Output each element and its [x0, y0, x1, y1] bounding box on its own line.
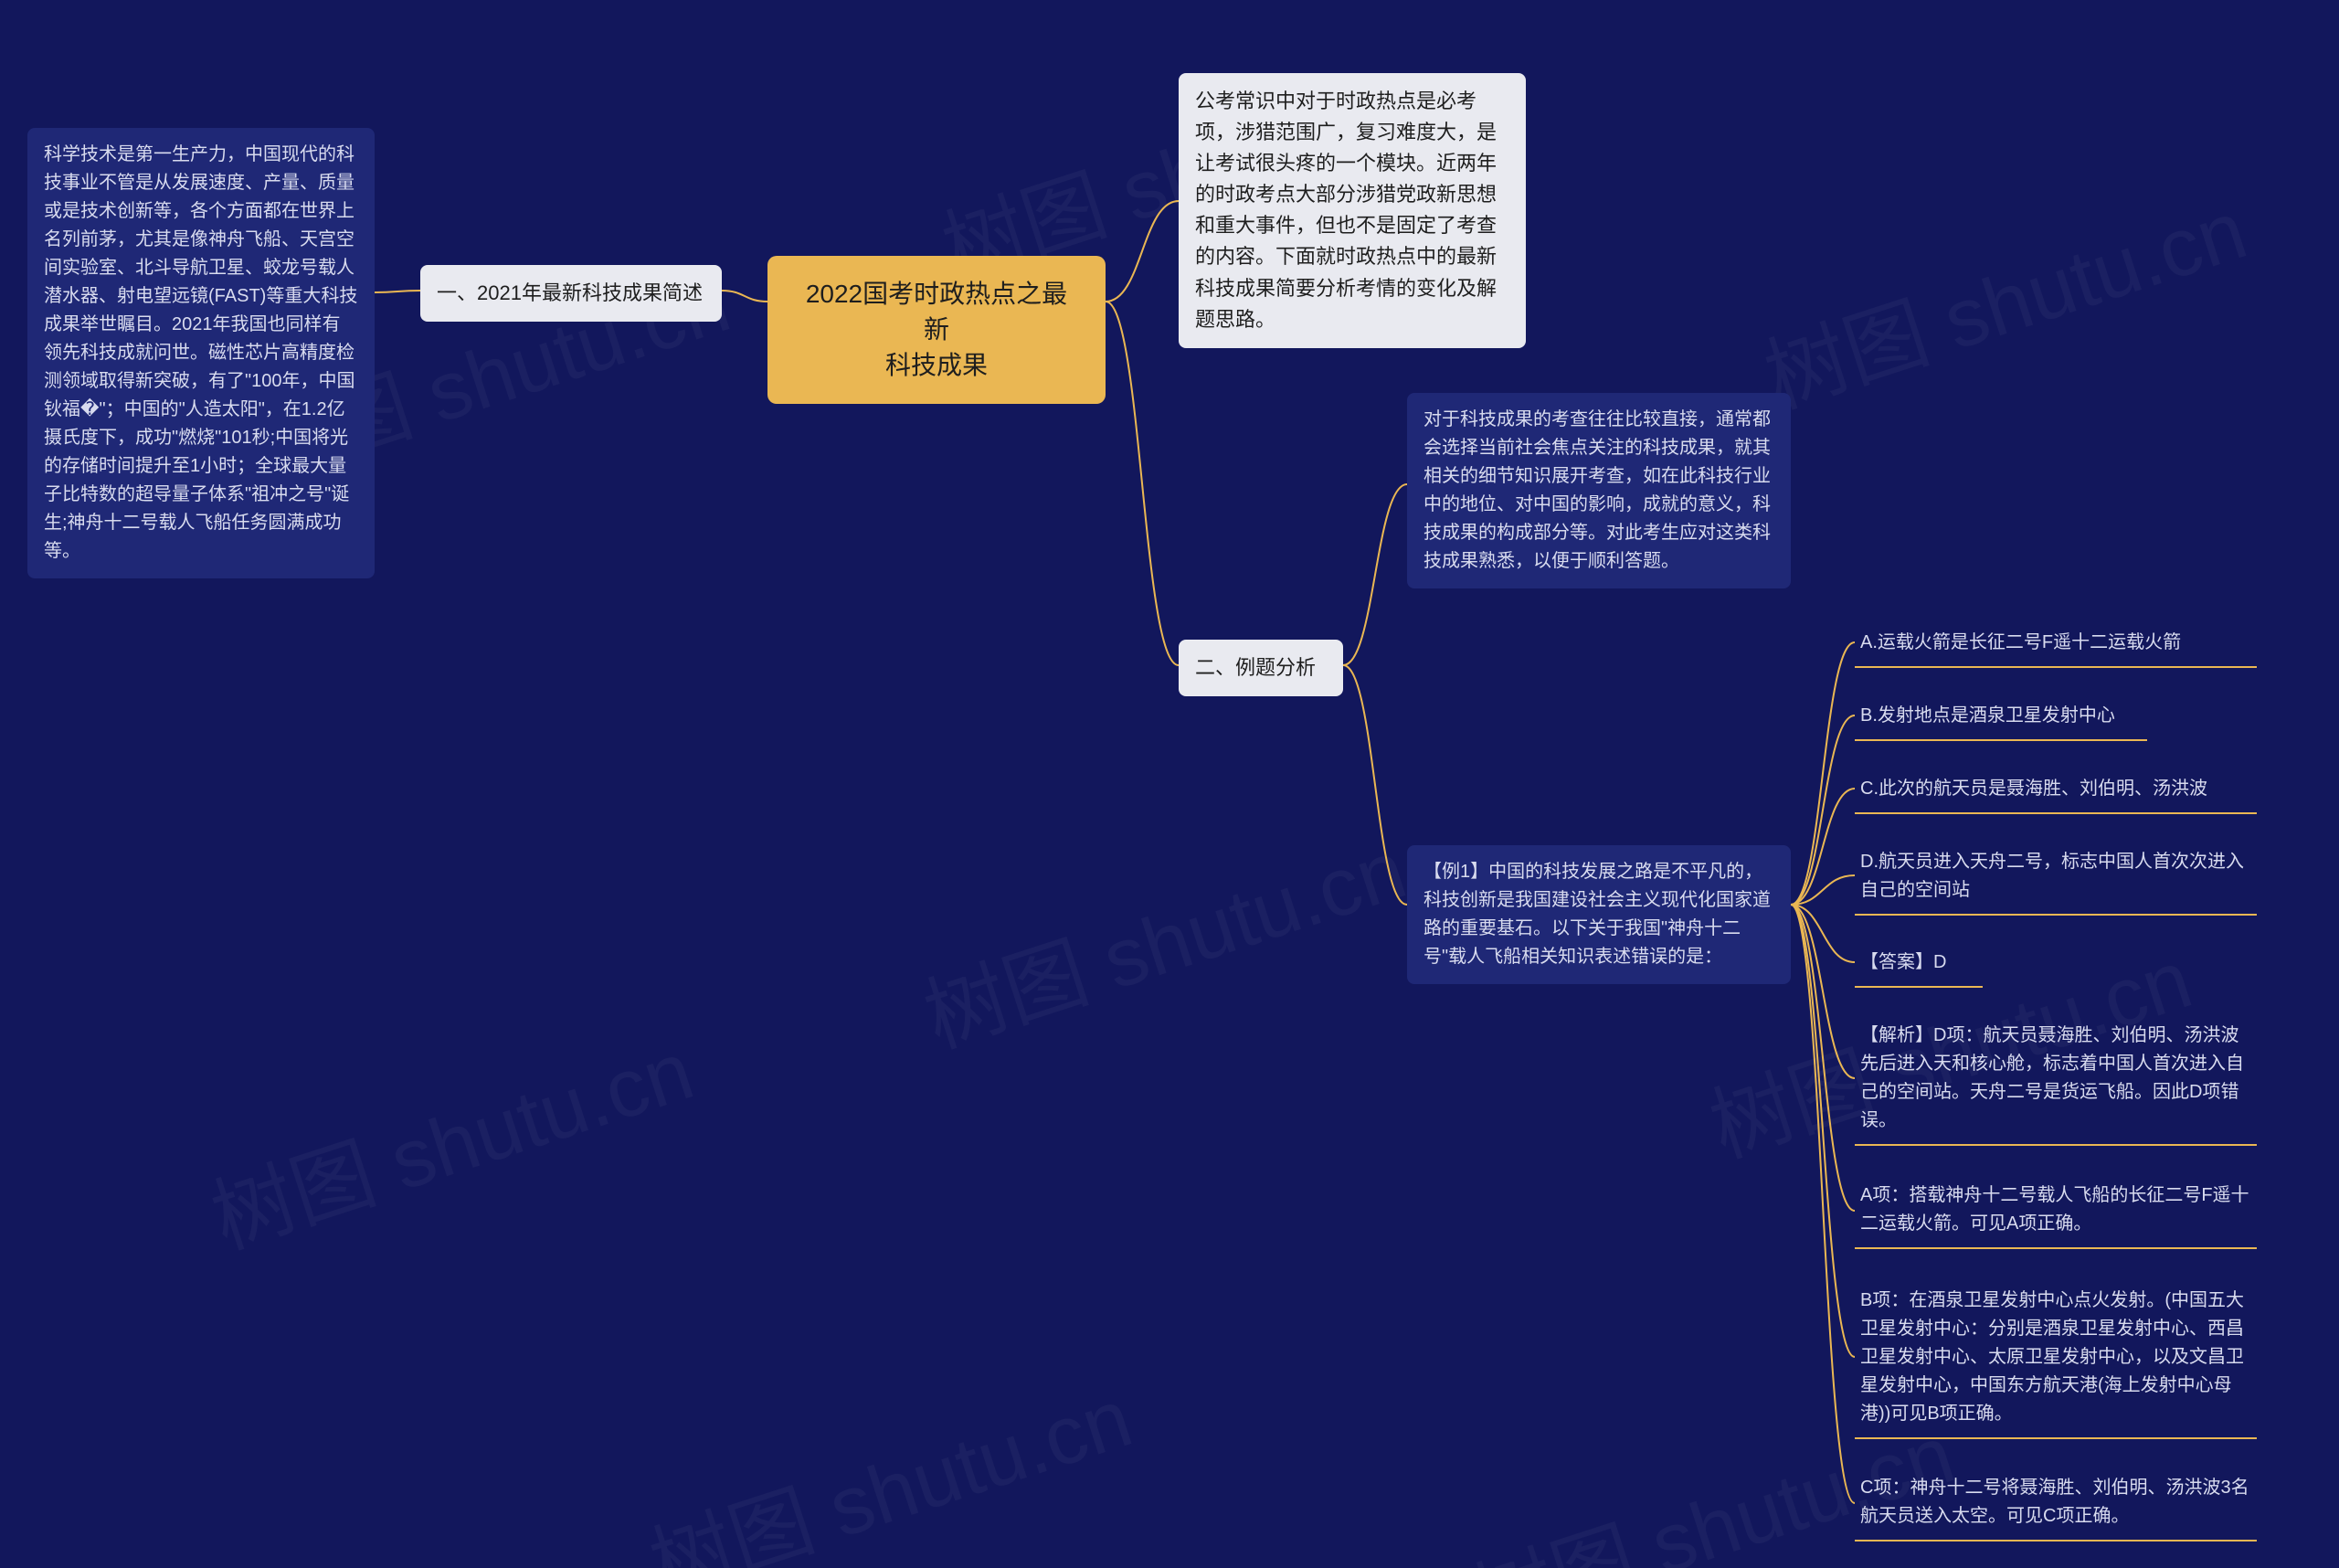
- watermark: 树图 shutu.cn: [195, 1004, 705, 1271]
- root-line2: 科技成果: [885, 351, 988, 379]
- watermark: 树图 shutu.cn: [633, 1351, 1144, 1568]
- option-a: A.运载火箭是长征二号F遥十二运载火箭: [1855, 621, 2257, 668]
- option-b: B.发射地点是酒泉卫星发射中心: [1855, 694, 2147, 741]
- root-node: 2022国考时政热点之最新 科技成果: [767, 256, 1106, 404]
- option-c: C.此次的航天员是聂海胜、刘伯明、汤洪波: [1855, 768, 2257, 814]
- analysis-d: 【解析】D项：航天员聂海胜、刘伯明、汤洪波先后进入天和核心舱，标志着中国人首次进…: [1855, 1014, 2257, 1146]
- section2-title: 二、例题分析: [1179, 640, 1343, 696]
- section2-overview: 对于科技成果的考查往往比较直接，通常都会选择当前社会焦点关注的科技成果，就其相关…: [1407, 393, 1791, 588]
- analysis-b: B项：在酒泉卫星发射中心点火发射。(中国五大卫星发射中心：分别是酒泉卫星发射中心…: [1855, 1279, 2257, 1439]
- analysis-a: A项：搭载神舟十二号载人飞船的长征二号F遥十二运载火箭。可见A项正确。: [1855, 1174, 2257, 1249]
- watermark: 树图 shutu.cn: [1748, 164, 2259, 430]
- root-line1: 2022国考时政热点之最新: [806, 280, 1067, 344]
- analysis-c: C项：神舟十二号将聂海胜、刘伯明、汤洪波3名航天员送入太空。可见C项正确。: [1855, 1467, 2257, 1542]
- answer-label: 【答案】D: [1855, 941, 1983, 988]
- option-d: D.航天员进入天舟二号，标志中国人首次次进入自己的空间站: [1855, 841, 2257, 916]
- section1-title: 一、2021年最新科技成果简述: [420, 265, 722, 322]
- example-stem: 【例1】中国的科技发展之路是不平凡的，科技创新是我国建设社会主义现代化国家道路的…: [1407, 845, 1791, 984]
- section1-body: 科学技术是第一生产力，中国现代的科技事业不管是从发展速度、产量、质量或是技术创新…: [27, 128, 375, 578]
- intro-text: 公考常识中对于时政热点是必考项，涉猎范围广，复习难度大，是让考试很头疼的一个模块…: [1179, 73, 1526, 348]
- watermark: 树图 shutu.cn: [907, 803, 1418, 1070]
